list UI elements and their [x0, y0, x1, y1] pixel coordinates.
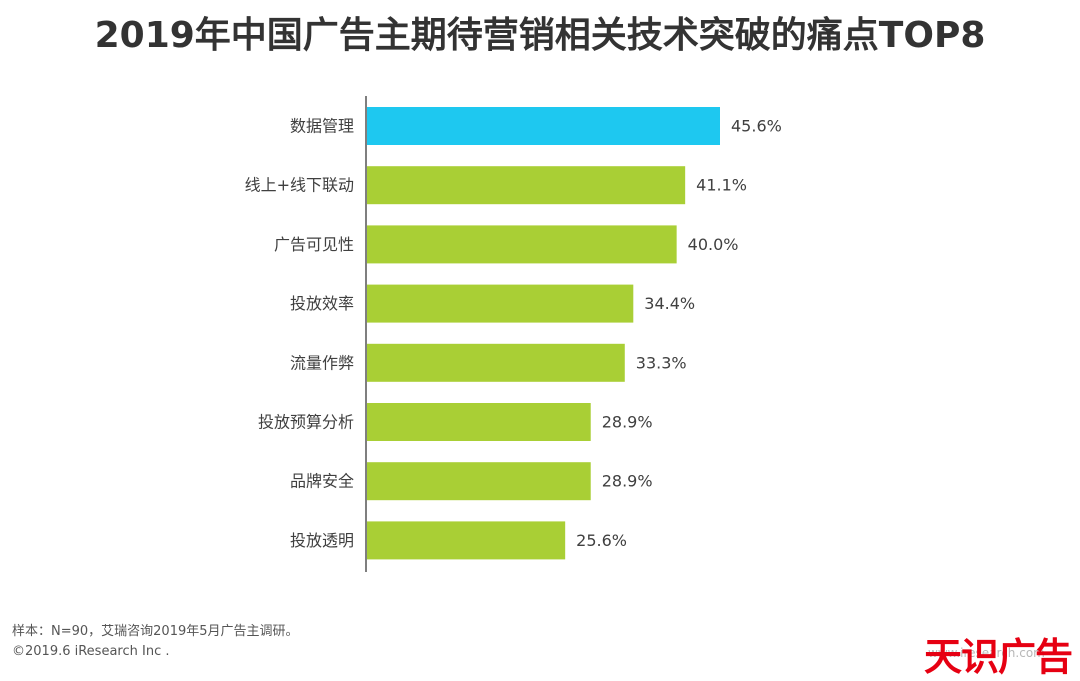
category-label-2: 广告可见性 [274, 235, 354, 254]
watermark-logo: 天识广告 [924, 635, 1073, 679]
chart-title: 2019年中国广告主期待营销相关技术突破的痛点TOP8 [94, 15, 986, 56]
bar-1 [367, 166, 686, 205]
bar-6 [367, 462, 591, 501]
value-label-7: 25.6% [576, 531, 627, 550]
bar-5 [367, 403, 591, 441]
bar-7 [367, 521, 566, 560]
bar-2 [367, 225, 677, 264]
value-label-2: 40.0% [688, 235, 739, 254]
category-label-4: 流量作弊 [290, 353, 354, 372]
value-label-3: 34.4% [644, 294, 695, 313]
watermark-url: www.iresearch.com [928, 646, 1045, 660]
category-label-5: 投放预算分析 [258, 413, 354, 432]
bar-3 [367, 284, 634, 323]
category-label-6: 品牌安全 [290, 472, 354, 491]
category-label-3: 投放效率 [290, 294, 354, 313]
value-label-6: 28.9% [602, 472, 653, 491]
value-labels-group: 45.6% 41.1% 40.0% 34.4% 33.3% 28.9% 28.9% 25.6% [576, 117, 782, 550]
sample-note: 样本：N=90，艾瑞咨询2019年5月广告主调研。 [12, 624, 299, 639]
category-label-7: 投放透明 [290, 531, 354, 550]
bars-group [367, 107, 720, 560]
category-label-0: 数据管理 [290, 117, 354, 136]
value-label-4: 33.3% [636, 353, 687, 372]
value-label-5: 28.9% [602, 413, 653, 432]
value-label-1: 41.1% [696, 176, 747, 195]
category-label-1: 线上+线下联动 [245, 176, 354, 195]
copyright-text: ©2019.6 iResearch Inc . [12, 644, 170, 659]
value-label-0: 45.6% [731, 117, 782, 136]
bar-0 [367, 107, 720, 145]
bar-4 [367, 343, 625, 382]
